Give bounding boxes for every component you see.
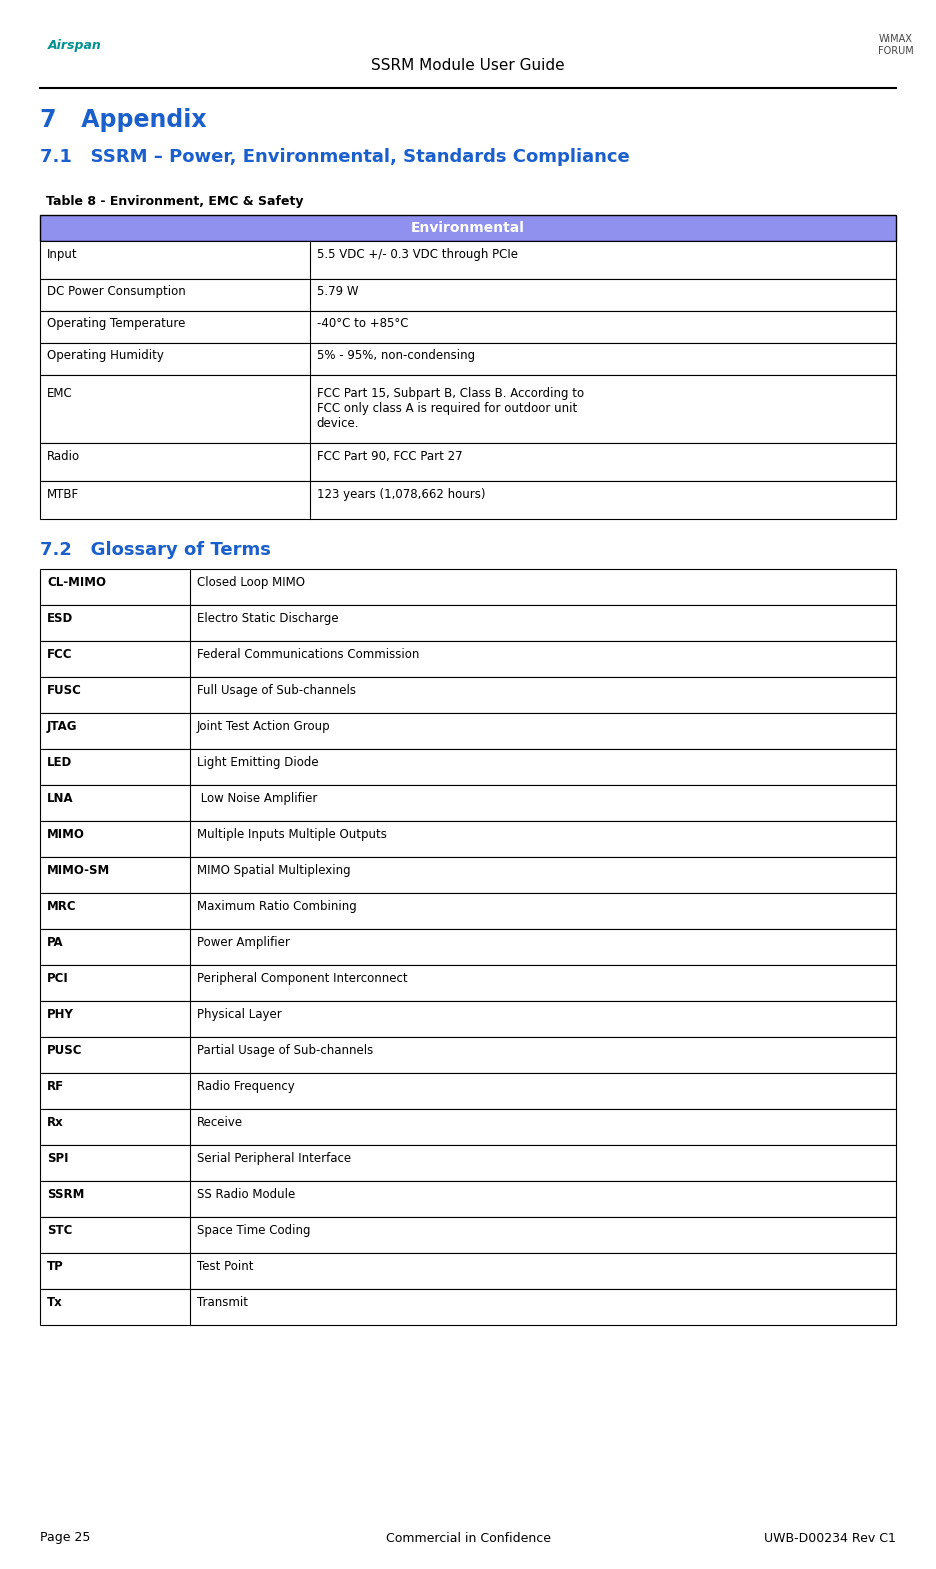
Bar: [40, 606, 896, 642]
Text: Maximum Ratio Combining: Maximum Ratio Combining: [197, 901, 357, 913]
Bar: [40, 1073, 896, 1109]
Text: 5.5 VDC +/- 0.3 VDC through PCIe: 5.5 VDC +/- 0.3 VDC through PCIe: [316, 248, 518, 260]
Text: Power Amplifier: Power Amplifier: [197, 937, 289, 949]
Text: PCI: PCI: [47, 973, 68, 985]
Text: MIMO: MIMO: [47, 828, 85, 841]
Text: SPI: SPI: [47, 1152, 68, 1166]
Text: LED: LED: [47, 756, 72, 769]
Text: Light Emitting Diode: Light Emitting Diode: [197, 756, 318, 769]
Bar: [40, 1109, 896, 1145]
Bar: [40, 1218, 896, 1254]
Text: Tx: Tx: [47, 1296, 63, 1309]
Text: Physical Layer: Physical Layer: [197, 1009, 282, 1021]
Bar: [40, 570, 896, 606]
Bar: [40, 893, 896, 929]
Text: Space Time Coding: Space Time Coding: [197, 1224, 311, 1238]
Text: PA: PA: [47, 937, 64, 949]
Text: Receive: Receive: [197, 1116, 243, 1130]
Bar: [40, 311, 896, 344]
Text: Radio: Radio: [47, 450, 80, 463]
Text: Closed Loop MIMO: Closed Loop MIMO: [197, 576, 305, 590]
Bar: [40, 1254, 896, 1290]
Bar: [40, 857, 896, 893]
Bar: [40, 821, 896, 857]
Bar: [40, 784, 896, 821]
Bar: [40, 929, 896, 965]
Text: PHY: PHY: [47, 1009, 74, 1021]
Text: STC: STC: [47, 1224, 72, 1238]
Text: MTBF: MTBF: [47, 488, 80, 501]
Bar: [40, 676, 896, 712]
Text: SSRM: SSRM: [47, 1188, 84, 1202]
Text: Federal Communications Commission: Federal Communications Commission: [197, 648, 419, 661]
Text: 7   Appendix: 7 Appendix: [40, 108, 207, 132]
Bar: [40, 748, 896, 784]
Bar: [40, 482, 896, 519]
Text: Commercial in Confidence: Commercial in Confidence: [386, 1531, 550, 1544]
Text: WiMAX
FORUM: WiMAX FORUM: [878, 35, 914, 56]
Bar: [40, 215, 896, 242]
Bar: [40, 642, 896, 676]
Text: Partial Usage of Sub-channels: Partial Usage of Sub-channels: [197, 1045, 373, 1058]
Text: 5.79 W: 5.79 W: [316, 284, 358, 298]
Text: PUSC: PUSC: [47, 1045, 82, 1058]
Text: Airspan: Airspan: [48, 39, 102, 52]
Text: MRC: MRC: [47, 901, 77, 913]
Bar: [40, 344, 896, 375]
Text: MIMO-SM: MIMO-SM: [47, 865, 110, 877]
Bar: [40, 279, 896, 311]
Bar: [40, 1001, 896, 1037]
Text: 7.1   SSRM – Power, Environmental, Standards Compliance: 7.1 SSRM – Power, Environmental, Standar…: [40, 147, 630, 166]
Text: Page 25: Page 25: [40, 1531, 91, 1544]
Text: EMC: EMC: [47, 388, 73, 400]
Text: Operating Temperature: Operating Temperature: [47, 317, 185, 329]
Text: Peripheral Component Interconnect: Peripheral Component Interconnect: [197, 973, 407, 985]
Bar: [40, 1290, 896, 1324]
Text: Low Noise Amplifier: Low Noise Amplifier: [197, 792, 317, 805]
Text: LNA: LNA: [47, 792, 74, 805]
Bar: [40, 242, 896, 279]
Text: Joint Test Action Group: Joint Test Action Group: [197, 720, 330, 733]
Text: JTAG: JTAG: [47, 720, 78, 733]
Text: Table 8 - Environment, EMC & Safety: Table 8 - Environment, EMC & Safety: [46, 195, 303, 209]
Text: Full Usage of Sub-channels: Full Usage of Sub-channels: [197, 684, 356, 697]
Text: -40°C to +85°C: -40°C to +85°C: [316, 317, 408, 329]
Text: CL-MIMO: CL-MIMO: [47, 576, 106, 590]
Text: DC Power Consumption: DC Power Consumption: [47, 284, 185, 298]
Text: Radio Frequency: Radio Frequency: [197, 1079, 295, 1094]
Text: FUSC: FUSC: [47, 684, 81, 697]
Bar: [40, 1145, 896, 1181]
Text: MIMO Spatial Multiplexing: MIMO Spatial Multiplexing: [197, 865, 350, 877]
Text: SSRM Module User Guide: SSRM Module User Guide: [372, 58, 564, 72]
Text: UWB-D00234 Rev C1: UWB-D00234 Rev C1: [764, 1531, 896, 1544]
Bar: [40, 1037, 896, 1073]
Text: Test Point: Test Point: [197, 1260, 254, 1272]
Text: FCC: FCC: [47, 648, 72, 661]
Text: TP: TP: [47, 1260, 64, 1272]
Text: 7.2   Glossary of Terms: 7.2 Glossary of Terms: [40, 541, 271, 559]
Bar: [40, 712, 896, 748]
Bar: [40, 965, 896, 1001]
Bar: [40, 1181, 896, 1218]
Text: Operating Humidity: Operating Humidity: [47, 348, 164, 362]
Text: Electro Static Discharge: Electro Static Discharge: [197, 612, 339, 624]
Text: Environmental: Environmental: [411, 221, 525, 235]
Text: Input: Input: [47, 248, 78, 260]
Text: SS Radio Module: SS Radio Module: [197, 1188, 295, 1202]
Text: 123 years (1,078,662 hours): 123 years (1,078,662 hours): [316, 488, 485, 501]
Bar: [40, 442, 896, 482]
Text: FCC Part 15, Subpart B, Class B. According to
FCC only class A is required for o: FCC Part 15, Subpart B, Class B. Accordi…: [316, 388, 584, 430]
Text: Serial Peripheral Interface: Serial Peripheral Interface: [197, 1152, 351, 1166]
Text: Multiple Inputs Multiple Outputs: Multiple Inputs Multiple Outputs: [197, 828, 387, 841]
Text: 5% - 95%, non-condensing: 5% - 95%, non-condensing: [316, 348, 475, 362]
Text: FCC Part 90, FCC Part 27: FCC Part 90, FCC Part 27: [316, 450, 462, 463]
Text: RF: RF: [47, 1079, 65, 1094]
Text: Transmit: Transmit: [197, 1296, 248, 1309]
Text: ESD: ESD: [47, 612, 73, 624]
Bar: [40, 375, 896, 442]
Text: Rx: Rx: [47, 1116, 64, 1130]
